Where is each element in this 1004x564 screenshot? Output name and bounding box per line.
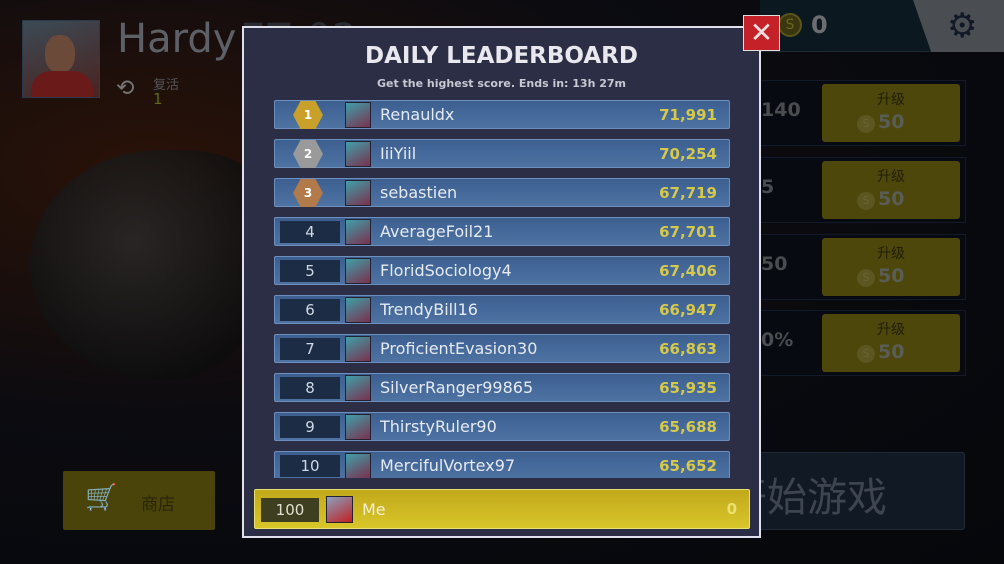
score: 67,719 (659, 184, 717, 202)
upgrade-cost: 50 (878, 188, 905, 210)
rank-medal-icon: 3 (293, 179, 323, 207)
score: 70,254 (659, 145, 717, 163)
rank: 100 (261, 498, 319, 522)
rank: 7 (280, 338, 340, 360)
avatar (326, 496, 353, 523)
stat-value: 0% (761, 329, 794, 351)
avatar (345, 375, 371, 401)
player-name: FloridSociology4 (380, 261, 512, 280)
avatar (345, 258, 371, 284)
coin-icon: S (857, 115, 875, 133)
coin-icon: S (778, 13, 802, 37)
upgrade-label: 升级 (877, 322, 905, 338)
rank: 5 (280, 260, 340, 282)
table-row[interactable]: 10 MercifulVortex97 65,652 (274, 451, 730, 478)
score: 0 (726, 500, 737, 518)
upgrade-button[interactable]: 升级 S 50 (822, 161, 960, 219)
score: 65,935 (659, 379, 717, 397)
rank: 8 (280, 377, 340, 399)
score: 66,947 (659, 301, 717, 319)
table-row[interactable]: 8 SilverRanger99865 65,935 (274, 373, 730, 402)
rank: 4 (280, 221, 340, 243)
player-name: Hardy (117, 16, 237, 62)
upgrade-cost: 50 (878, 111, 905, 133)
score: 71,991 (659, 106, 717, 124)
start-game-label: 开始游戏 (740, 475, 887, 521)
revive-label: 复活 (153, 78, 180, 93)
avatar (345, 219, 371, 245)
stat-row: 140 升级 S 50 (740, 80, 966, 146)
table-row[interactable]: 3 sebastien 67,719 (274, 178, 730, 207)
player-name: MercifulVortex97 (380, 456, 516, 475)
dialog-title: DAILY LEADERBOARD (365, 43, 638, 69)
stat-row: 5 升级 S 50 (740, 157, 966, 223)
player-name: TrendyBill16 (380, 300, 478, 319)
upgrade-button[interactable]: 升级 S 50 (822, 238, 960, 296)
revive-icon: ⟲ (116, 76, 135, 101)
rank: 6 (280, 299, 340, 321)
player-avatar[interactable] (22, 20, 100, 98)
player-name: ThirstyRuler90 (380, 417, 497, 436)
avatar (345, 102, 371, 128)
player-name: ProficientEvasion30 (380, 339, 538, 358)
avatar (345, 414, 371, 440)
settings-button[interactable] (913, 0, 1004, 52)
coin-icon: S (857, 192, 875, 210)
rank-medal-icon: 1 (293, 101, 323, 129)
score: 67,701 (659, 223, 717, 241)
shop-button[interactable]: 🛒 商店 (63, 471, 215, 530)
table-row[interactable]: 1 Renauldx 71,991 (274, 100, 730, 129)
stat-row: 50 升级 S 50 (740, 234, 966, 300)
table-row[interactable]: 5 FloridSociology4 67,406 (274, 256, 730, 285)
rank: 9 (280, 416, 340, 438)
avatar (345, 297, 371, 323)
rank-medal-icon: 2 (293, 140, 323, 168)
avatar (345, 336, 371, 362)
score: 65,688 (659, 418, 717, 436)
upgrade-cost: 50 (878, 341, 905, 363)
table-row[interactable]: 7 ProficientEvasion30 66,863 (274, 334, 730, 363)
upgrade-label: 升级 (877, 92, 905, 108)
close-button[interactable]: ✕ (743, 15, 780, 51)
avatar (345, 180, 371, 206)
coin-icon: S (857, 345, 875, 363)
player-name: AverageFoil21 (380, 222, 494, 241)
table-row[interactable]: 6 TrendyBill16 66,947 (274, 295, 730, 324)
score: 66,863 (659, 340, 717, 358)
stat-value: 5 (761, 176, 775, 198)
upgrade-cost: 50 (878, 265, 905, 287)
stat-row: 0% 升级 S 50 (740, 310, 966, 376)
leaderboard-list[interactable]: 1 Renauldx 71,991 2 IiiYiil 70,254 3 sebastien 6… (274, 98, 734, 478)
player-name: Renauldx (380, 105, 455, 124)
start-game-button[interactable]: 开始游戏 (740, 452, 965, 530)
stat-value: 50 (761, 253, 788, 275)
leaderboard-dialog: DAILY LEADERBOARD Get the highest score.… (242, 26, 761, 538)
dialog-subtitle: Get the highest score. Ends in: 13h 27m (376, 77, 627, 90)
player-name: IiiYiil (380, 144, 417, 163)
stat-value: 140 (761, 99, 801, 121)
rank: 10 (280, 455, 340, 477)
my-rank-row: 100 Me 0 (254, 489, 750, 529)
avatar (345, 453, 371, 478)
upgrade-label: 升级 (877, 169, 905, 185)
upgrade-button[interactable]: 升级 S 50 (822, 84, 960, 142)
upgrade-label: 升级 (877, 246, 905, 262)
shop-label: 商店 (141, 495, 175, 515)
table-row[interactable]: 9 ThirstyRuler90 65,688 (274, 412, 730, 441)
upgrade-button[interactable]: 升级 S 50 (822, 314, 960, 372)
coin-icon: S (857, 269, 875, 287)
table-row[interactable]: 2 IiiYiil 70,254 (274, 139, 730, 168)
score: 65,652 (659, 457, 717, 475)
player-name: SilverRanger99865 (380, 378, 534, 397)
score: 67,406 (659, 262, 717, 280)
coin-count: 0 (811, 11, 828, 39)
player-name: Me (362, 500, 386, 519)
player-name: sebastien (380, 183, 458, 202)
revive-count: 1 (153, 90, 163, 108)
avatar (345, 141, 371, 167)
gear-icon[interactable]: ⚙ (947, 6, 978, 46)
cart-icon: 🛒 (85, 483, 118, 513)
table-row[interactable]: 4 AverageFoil21 67,701 (274, 217, 730, 246)
